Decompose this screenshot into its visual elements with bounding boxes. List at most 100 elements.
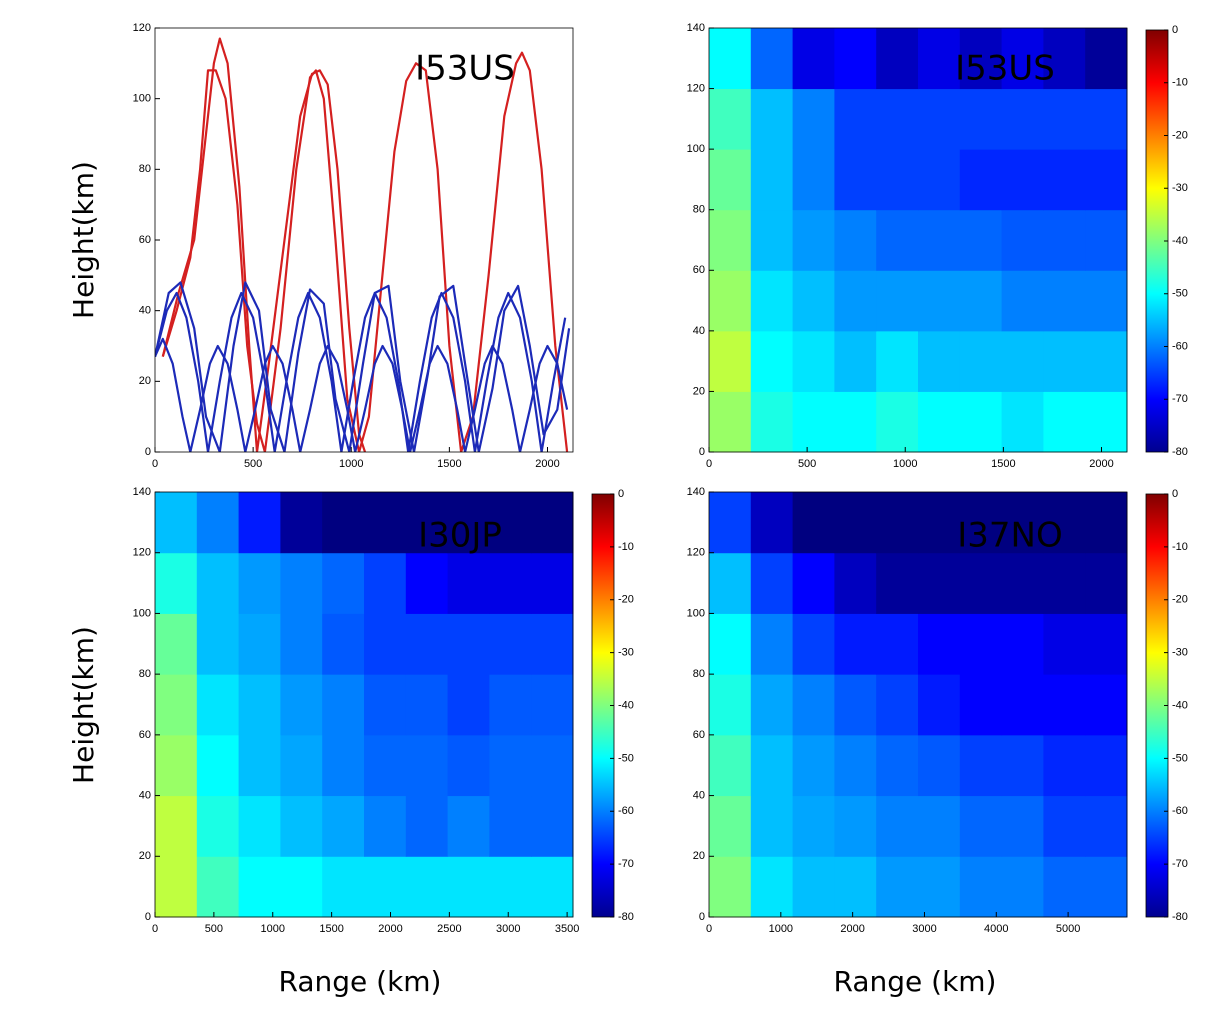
- x-axis-label: Range (km): [834, 965, 997, 998]
- heat-cell: [709, 209, 752, 271]
- heat-cell: [238, 492, 281, 554]
- heat-cell: [792, 28, 835, 90]
- heat-cell: [959, 552, 1003, 614]
- heat-cell: [709, 149, 752, 211]
- colorbar-tick-label: -10: [618, 541, 634, 553]
- heat-cell: [196, 492, 240, 554]
- ray: [155, 291, 567, 452]
- heat-cell: [1001, 492, 1044, 554]
- heat-cell: [709, 270, 752, 332]
- colorbar-tick-label: -20: [618, 594, 634, 606]
- heat-cell: [322, 795, 365, 857]
- heat-cell: [155, 492, 198, 554]
- x-tick-label: 1000: [261, 923, 285, 935]
- heat-cell: [238, 674, 281, 736]
- heat-cell: [280, 674, 323, 736]
- colorbar-tick-label: -40: [1172, 699, 1188, 711]
- heat-cell: [959, 795, 1003, 857]
- ray: [155, 281, 571, 452]
- colorbar-tick-label: -30: [1172, 182, 1188, 194]
- heat-cell: [750, 734, 794, 797]
- rays: [155, 37, 571, 452]
- heat-cell: [531, 552, 574, 614]
- heat-cell: [1001, 734, 1044, 797]
- heat-cell: [1043, 552, 1086, 614]
- colorbar-tick-label: -60: [1172, 340, 1188, 352]
- heat-cell: [322, 492, 365, 554]
- colorbar-tick-label: -70: [618, 858, 634, 870]
- colorbar-tick-label: 0: [1172, 488, 1178, 500]
- heat-cell: [447, 856, 490, 918]
- heat-cell: [1043, 734, 1086, 797]
- heat-cell: [834, 88, 877, 150]
- heat-cell: [1085, 28, 1128, 90]
- x-tick-label: 1500: [991, 458, 1015, 470]
- heat-cell: [918, 674, 961, 736]
- ray: [161, 51, 569, 452]
- x-tick-label: 2000: [378, 923, 402, 935]
- heat-cell: [792, 88, 835, 150]
- heat-cell: [834, 270, 877, 332]
- x-axis-label: Range (km): [279, 965, 442, 998]
- colorbar-tick-label: -70: [1172, 858, 1188, 870]
- heat-cell: [155, 613, 198, 675]
- heat-cell: [750, 391, 794, 453]
- colorbar-tick-label: -30: [1172, 647, 1188, 659]
- panel: 0 500 1000 1500 2000 0 20 40 60 80 100 120 I53US Heig…: [67, 22, 574, 470]
- heat-cell: [1085, 856, 1128, 918]
- heat-cell: [876, 330, 919, 392]
- panel-title: I37NO: [957, 516, 1063, 556]
- heat-cell: [792, 330, 835, 392]
- y-tick-label: 0: [699, 911, 705, 923]
- y-tick-label: 0: [145, 446, 151, 458]
- colorbar-tick-label: -80: [618, 911, 634, 923]
- colorbar-tick-label: -50: [1172, 288, 1188, 300]
- heat-cell: [834, 492, 877, 554]
- heat-cell: [918, 330, 961, 392]
- heat-cell: [1001, 330, 1044, 392]
- x-tick-label: 1000: [893, 458, 917, 470]
- heat-cell: [750, 270, 794, 332]
- heat-cell: [155, 552, 198, 614]
- heat-cell: [405, 795, 449, 857]
- heat-cell: [405, 552, 449, 614]
- heat-cell: [918, 795, 961, 857]
- panel-title: I53US: [955, 49, 1055, 89]
- heat-cell: [918, 209, 961, 271]
- heat-cell: [792, 270, 835, 332]
- heat-cell: [1085, 149, 1128, 211]
- colorbar-tick-label: -10: [1172, 541, 1188, 553]
- heat-cell: [1001, 552, 1044, 614]
- heat-cell: [1043, 209, 1086, 271]
- heat-cell: [918, 270, 961, 332]
- y-tick-label: 140: [687, 22, 705, 34]
- heat-cell: [750, 674, 794, 736]
- x-tick-label: 0: [706, 458, 712, 470]
- heat-cell: [196, 795, 240, 857]
- heat-cell: [750, 552, 794, 614]
- heat-cell: [1043, 674, 1086, 736]
- colorbar-tick-label: -10: [1172, 77, 1188, 89]
- heat-cell: [1085, 391, 1128, 453]
- heat-cell: [155, 856, 198, 918]
- heat-cell: [447, 613, 490, 675]
- heat-cell: [1085, 613, 1128, 675]
- axes-frame: [154, 491, 574, 918]
- y-tick-label: 40: [693, 325, 705, 337]
- heat-cell: [322, 856, 365, 918]
- panel: 0-10-20-30-40-50-60-70-800 500 1000 1500 200…: [687, 22, 1188, 470]
- heat-cell: [959, 28, 1003, 90]
- heat-cell: [876, 734, 919, 797]
- heat-cell: [959, 270, 1003, 332]
- heat-cell: [709, 552, 752, 614]
- panel: 0-10-20-30-40-50-60-70-800 1000 2000 3000 40…: [687, 486, 1188, 998]
- y-tick-label: 100: [133, 607, 151, 619]
- heat-cell: [876, 149, 919, 211]
- heat-cell: [959, 330, 1003, 392]
- heat-cell: [792, 552, 835, 614]
- colorbar-tick-label: -80: [1172, 911, 1188, 923]
- y-tick-label: 120: [687, 82, 705, 94]
- y-tick-label: 40: [139, 789, 151, 801]
- heat-cell: [834, 734, 877, 797]
- heat-cell: [489, 613, 532, 675]
